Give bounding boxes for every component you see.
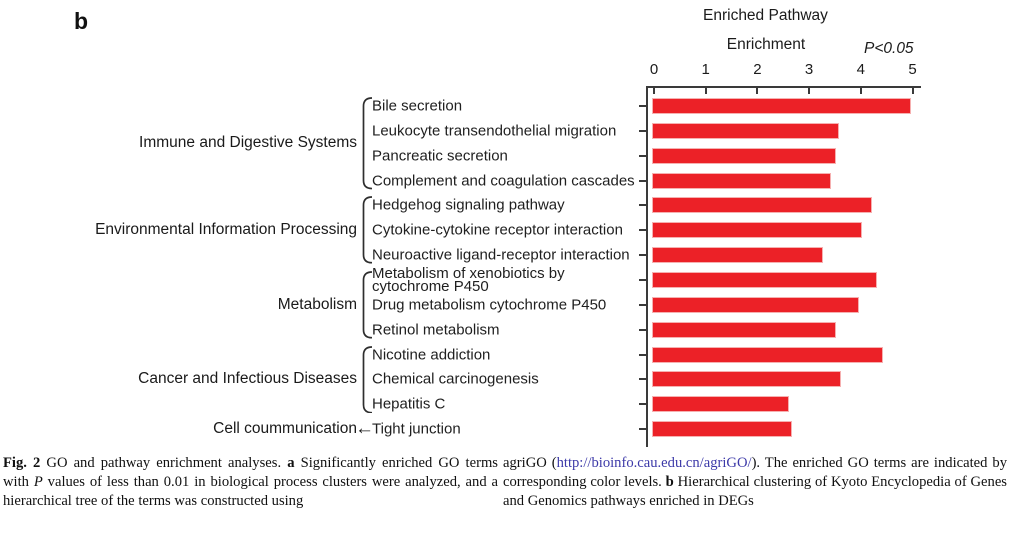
row-tick	[639, 428, 647, 431]
y-axis-line	[646, 86, 648, 447]
caption-text: b	[665, 474, 674, 490]
row-tick	[639, 328, 647, 331]
x-axis-line	[646, 86, 921, 88]
group-label: Cell coummunication	[213, 420, 357, 438]
pvalue-annotation: P<0.05	[864, 40, 914, 57]
pathway-label: Retinol metabolism	[372, 321, 500, 339]
bar	[653, 248, 822, 263]
row-tick	[639, 154, 647, 157]
bar	[653, 297, 859, 312]
x-axis-tick	[859, 88, 862, 94]
x-axis-tick	[911, 88, 914, 94]
caption-text: GO and pathway enrichment analyses.	[40, 455, 288, 471]
pathway-label: Nicotine addiction	[372, 346, 491, 363]
pathway-label: Leukocyte transendothelial migration	[372, 122, 617, 140]
caption-text: Significantly enriched GO terms with	[3, 455, 498, 490]
bar	[653, 347, 882, 362]
x-tick-label: 0	[649, 61, 659, 78]
group-label: Cancer and Infectious Diseases	[138, 370, 357, 388]
pathway-label: Cytokine-cytokine receptor interaction	[372, 221, 623, 239]
caption-text: values of less than 0.01 in biological p…	[3, 474, 499, 509]
pathway-label: Pancreatic secretion	[372, 147, 508, 165]
bar	[653, 99, 910, 113]
bar	[653, 272, 877, 287]
caption-text: Fig. 2	[3, 455, 41, 471]
caption-text: P	[33, 474, 43, 490]
row-tick	[639, 254, 647, 257]
pathway-label: Complement and coagulation cascades	[372, 172, 635, 190]
x-axis-tick	[704, 88, 707, 94]
caption-column-right: agriGO (http://bioinfo.cau.edu.cn/agriGO…	[503, 454, 1007, 511]
brace-bracket-icon	[362, 97, 373, 190]
caption-link[interactable]: http://bioinfo.cau.edu.cn/agriGO/	[556, 455, 752, 471]
x-axis-tick	[653, 88, 655, 94]
brace-bracket-icon	[362, 196, 373, 264]
caption-text: a	[287, 455, 295, 471]
row-tick	[639, 378, 647, 381]
bar	[653, 372, 841, 387]
group-label: Environmental Information Processing	[95, 221, 357, 239]
row-tick	[639, 229, 647, 232]
x-axis-tick	[808, 88, 811, 94]
caption-column-left: Fig. 2 GO and pathway enrichment analyse…	[3, 454, 498, 511]
row-tick	[639, 204, 647, 207]
bar	[653, 198, 872, 213]
row-tick	[639, 403, 647, 406]
row-tick	[639, 278, 647, 281]
left-arrow-icon: ←	[355, 417, 374, 439]
caption-text: Hierarchical clustering of Kyoto Encyclo…	[503, 474, 1007, 509]
panel-label-b: b	[74, 8, 89, 34]
bar	[653, 422, 791, 437]
pathway-label: Neuroactive ligand-receptor interaction	[372, 246, 630, 264]
row-tick	[639, 303, 647, 306]
bar	[653, 322, 835, 337]
brace-bracket-icon	[362, 345, 373, 414]
pathway-label: Hepatitis C	[372, 395, 446, 413]
pathway-label: Bile secretion	[372, 97, 463, 115]
pathway-label: Tight junction	[372, 420, 461, 438]
pathway-label: Chemical carcinogenesis	[372, 370, 539, 388]
chart-axis-title: Enrichment	[726, 36, 806, 53]
bar	[653, 123, 838, 138]
x-tick-label: 3	[804, 61, 814, 78]
x-tick-label: 1	[701, 61, 710, 78]
row-tick	[639, 353, 647, 356]
x-tick-label: 2	[753, 61, 762, 78]
row-tick	[639, 105, 647, 107]
pathway-label: Hedgehog signaling pathway	[372, 196, 565, 214]
caption-text: ). The enriched GO terms are indicated b…	[503, 455, 1007, 490]
pathway-label: Drug metabolism cytochrome P450	[372, 296, 607, 314]
group-label: Immune and Digestive Systems	[139, 134, 357, 152]
chart-title: Enriched Pathway	[703, 7, 828, 24]
brace-bracket-icon	[362, 271, 373, 339]
x-axis-tick	[756, 88, 759, 94]
bar	[653, 397, 789, 412]
row-tick	[639, 179, 647, 182]
group-label: Metabolism	[277, 295, 357, 313]
pathway-label: Metabolism of xenobiotics by cytochrome …	[372, 264, 565, 295]
bar	[653, 223, 861, 238]
bar	[653, 173, 830, 188]
x-tick-label: 5	[908, 61, 917, 78]
bar	[653, 148, 835, 163]
caption-text: agriGO (	[503, 455, 557, 471]
x-tick-label: 4	[856, 61, 865, 78]
row-tick	[639, 129, 647, 132]
